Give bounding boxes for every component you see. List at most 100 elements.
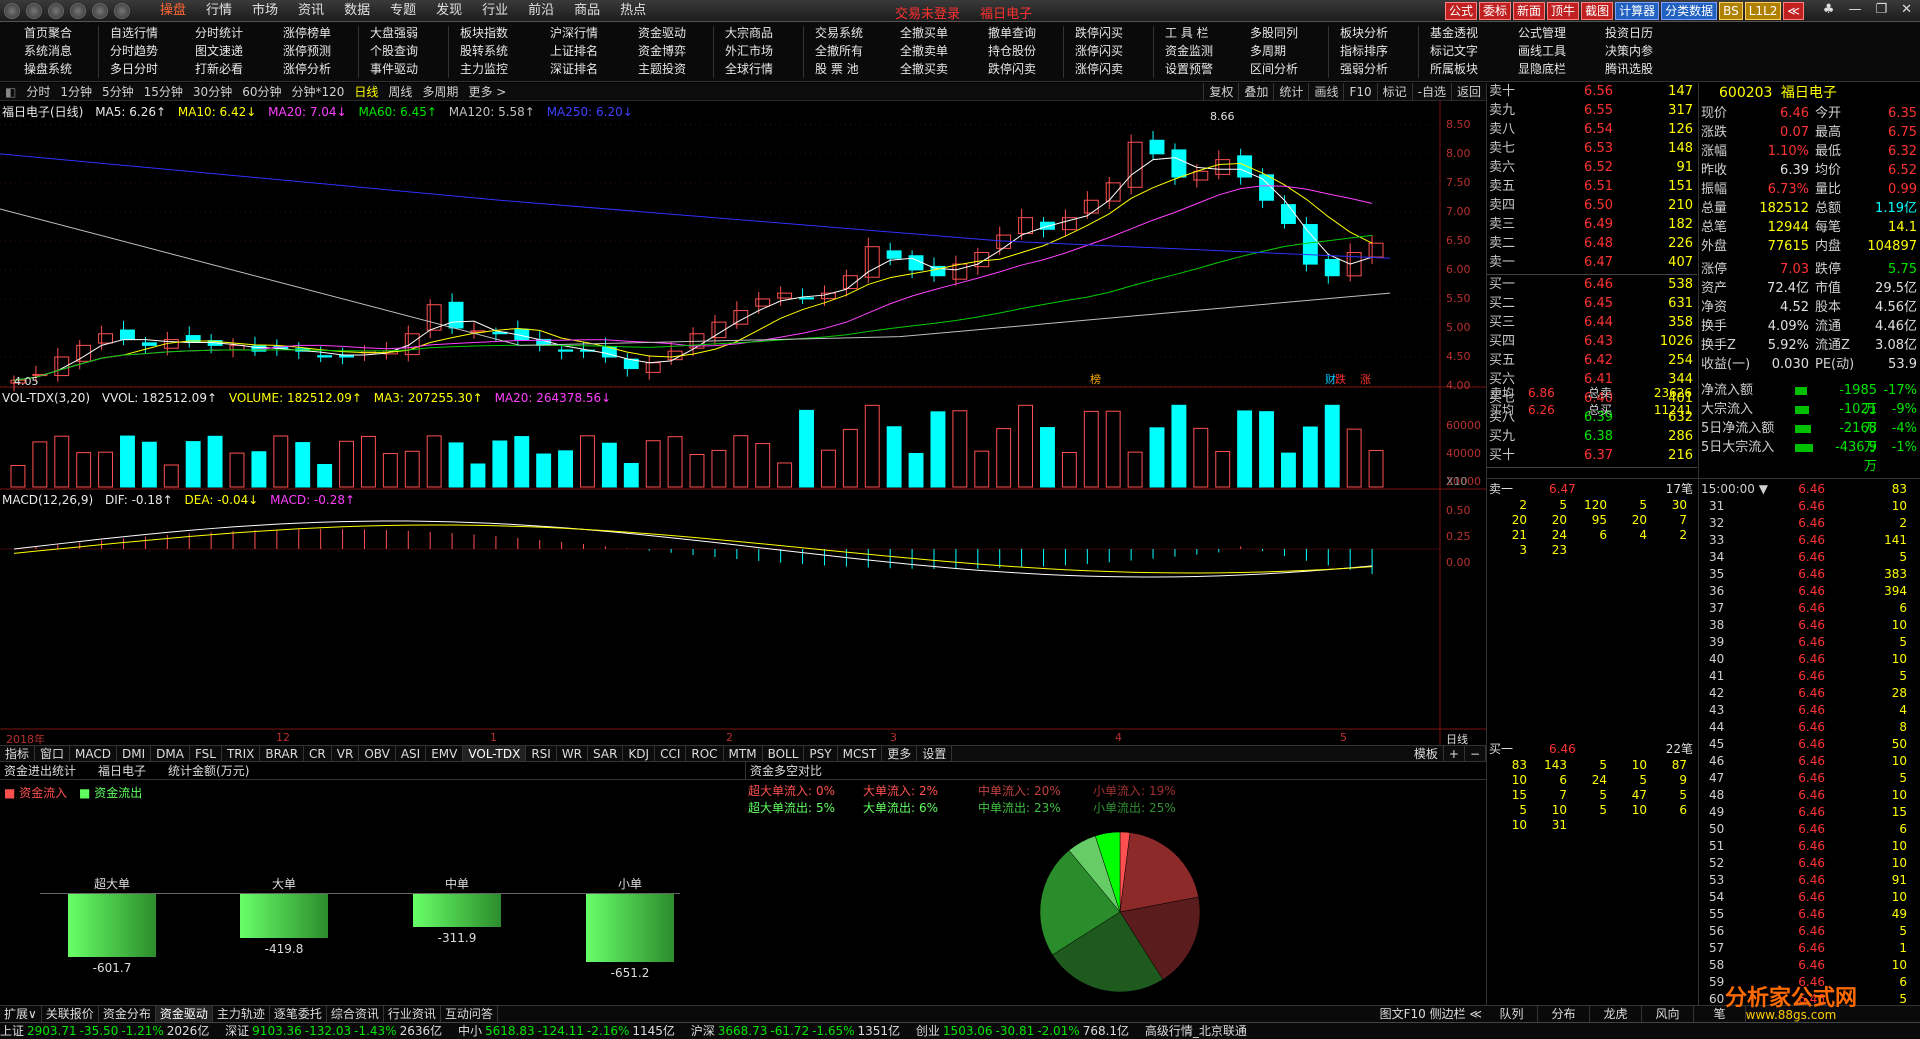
function-item[interactable]: 资金监测 (1165, 44, 1214, 58)
tool-button[interactable]: 截图 (1581, 2, 1614, 20)
chart-tool-button[interactable]: 返回 (1450, 83, 1486, 101)
function-item[interactable]: 投资日历 (1605, 26, 1654, 40)
indicator-tab[interactable]: OBV (359, 746, 396, 761)
function-item[interactable]: 板块指数 (460, 26, 509, 40)
function-item[interactable]: 图文速递 (195, 44, 244, 58)
minimize-icon[interactable]: — (1848, 2, 1862, 17)
settings-icon[interactable] (114, 3, 130, 19)
function-item[interactable]: 上证排名 (550, 44, 599, 58)
function-item[interactable]: 交易系统 (815, 26, 864, 40)
indicator-tab[interactable]: KDJ (623, 746, 656, 761)
bottom-tab[interactable]: 关联报价 (42, 1006, 99, 1022)
function-item[interactable]: 跌停闪买 (1075, 26, 1124, 40)
bottom-tab[interactable]: 主力轨迹 (213, 1006, 270, 1022)
indicator-tab[interactable]: CCI (655, 746, 687, 761)
refresh-icon[interactable] (92, 3, 108, 19)
indicator-tab[interactable]: TRIX (222, 746, 261, 761)
nav-back-icon[interactable] (26, 3, 42, 19)
indicator-tab[interactable]: 指标 (0, 746, 36, 761)
order-book-row[interactable]: 买五 6.42 254 (1487, 352, 1697, 370)
chart-tool-button[interactable]: 叠加 (1238, 83, 1273, 101)
period-tab[interactable]: 1分钟 (60, 85, 92, 99)
function-item[interactable]: 多周期 (1250, 44, 1287, 58)
maximize-icon[interactable]: ❐ (1875, 2, 1888, 17)
top-menu-item[interactable]: 热点 (620, 3, 647, 18)
indicator-tab[interactable]: 设置 (917, 746, 953, 761)
period-tab[interactable]: 日线 (354, 85, 379, 99)
order-book-row[interactable]: 买九 6.38 286 (1487, 428, 1697, 446)
function-item[interactable]: 事件驱动 (370, 62, 419, 76)
close-icon[interactable]: ✕ (1901, 2, 1912, 17)
function-item[interactable]: 打新必看 (195, 62, 244, 76)
indicator-tab[interactable]: SAR (588, 746, 624, 761)
tool-button[interactable]: 委标 (1479, 2, 1512, 20)
tool-button[interactable]: 计算器 (1615, 2, 1660, 20)
chart-tool-button[interactable]: F10 (1343, 83, 1376, 101)
function-item[interactable]: 股转系统 (460, 44, 509, 58)
indicator-tab[interactable]: PSY (804, 746, 838, 761)
function-item[interactable]: 资金驱动 (638, 26, 687, 40)
chart-tool-button[interactable]: 统计 (1273, 83, 1308, 101)
function-item[interactable]: 决策内参 (1605, 44, 1654, 58)
function-item[interactable]: 画线工具 (1518, 44, 1567, 58)
function-item[interactable]: 涨停闪卖 (1075, 62, 1124, 76)
period-tab[interactable]: 60分钟 (242, 85, 282, 99)
order-book-row[interactable]: 买一 6.46 538 (1487, 276, 1697, 294)
function-item[interactable]: 系统消息 (24, 44, 73, 58)
function-item[interactable]: 个股查询 (370, 44, 419, 58)
top-menu-item[interactable]: 专题 (390, 3, 417, 18)
indicator-tab[interactable]: MTM (724, 746, 763, 761)
indicator-tab[interactable]: EMV (426, 746, 464, 761)
indicator-tab[interactable]: CR (304, 746, 332, 761)
indicator-tab[interactable]: ROC (686, 746, 724, 761)
indicator-tab[interactable]: DMA (151, 746, 190, 761)
sh-index[interactable]: 上证 2903.71 -35.50 -1.21% 2026亿 (0, 1024, 215, 1038)
period-tab[interactable]: 更多 > (468, 85, 507, 99)
order-book-row[interactable]: 卖四 6.50 210 (1487, 197, 1697, 215)
tool-button[interactable]: 新面 (1513, 2, 1546, 20)
function-item[interactable]: 设置预警 (1165, 62, 1214, 76)
period-tab[interactable]: 周线 (388, 85, 413, 99)
indicator-tab[interactable]: BOLL (763, 746, 805, 761)
function-item[interactable]: 指标排序 (1340, 44, 1389, 58)
top-menu-item[interactable]: 行业 (482, 3, 509, 18)
order-book-row[interactable]: 卖八 6.54 126 (1487, 121, 1697, 139)
right-tab[interactable]: 队列 (1486, 1006, 1538, 1022)
function-item[interactable]: 操盘系统 (24, 62, 73, 76)
function-item[interactable]: 沪深行情 (550, 26, 599, 40)
function-item[interactable]: 涨停榜单 (283, 26, 332, 40)
function-item[interactable]: 撤单查询 (988, 26, 1037, 40)
function-item[interactable]: 首页聚合 (24, 26, 73, 40)
function-item[interactable]: 全撤所有 (815, 44, 864, 58)
tool-button[interactable]: BS (1719, 2, 1743, 20)
top-menu-item[interactable]: 市场 (252, 3, 279, 18)
order-book-row[interactable]: 卖六 6.52 91 (1487, 159, 1697, 177)
function-item[interactable]: 标记文字 (1430, 44, 1479, 58)
bottom-tab[interactable]: 扩展∨ (0, 1006, 42, 1022)
tick-time[interactable]: 15:00:00 ▼ (1701, 482, 1768, 496)
cy-index[interactable]: 创业 1503.06 -30.81 -2.01% 768.1亿 (916, 1024, 1135, 1038)
function-item[interactable]: 涨停闪买 (1075, 44, 1124, 58)
order-book-row[interactable]: 卖二 6.48 226 (1487, 235, 1697, 253)
tool-button[interactable]: 公式 (1445, 2, 1478, 20)
function-item[interactable]: 多日分时 (110, 62, 159, 76)
bottom-tab[interactable]: 行业资讯 (384, 1006, 441, 1022)
chart-tool-button[interactable]: 复权 (1203, 83, 1238, 101)
function-item[interactable]: 区间分析 (1250, 62, 1299, 76)
function-item[interactable]: 自选行情 (110, 26, 159, 40)
order-book-row[interactable]: 卖三 6.49 182 (1487, 216, 1697, 234)
nav-forward-icon[interactable] (48, 3, 64, 19)
order-book-row[interactable]: 卖一 6.47 407 (1487, 254, 1697, 272)
order-book-row[interactable]: 卖十 6.56 147 (1487, 83, 1697, 101)
function-item[interactable]: 腾讯选股 (1605, 62, 1654, 76)
period-tab[interactable]: 5分钟 (102, 85, 134, 99)
order-book-row[interactable]: 卖九 6.55 317 (1487, 102, 1697, 120)
indicator-tab[interactable]: WR (557, 746, 589, 761)
hs-index[interactable]: 沪深 3668.73 -61.72 -1.65% 1351亿 (691, 1024, 906, 1038)
top-menu-item[interactable]: 资讯 (298, 3, 325, 18)
bottom-tab[interactable]: 综合资讯 (327, 1006, 384, 1022)
function-item[interactable]: 所属板块 (1430, 62, 1479, 76)
function-item[interactable]: 外汇市场 (725, 44, 774, 58)
indicator-tool-button[interactable]: 模板 (1409, 746, 1444, 761)
indicator-tab[interactable]: MACD (70, 746, 118, 761)
